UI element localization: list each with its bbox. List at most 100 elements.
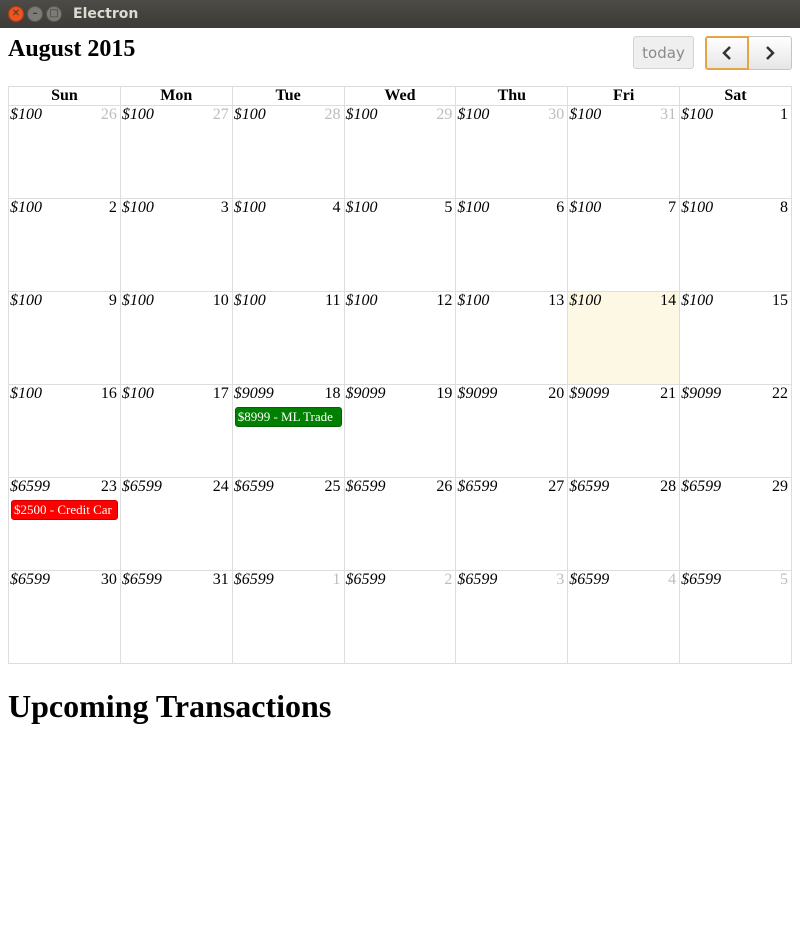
day-cell-header: $6599 23: [9, 478, 120, 498]
calendar-day-cell[interactable]: $100 17: [119, 384, 233, 478]
calendar-day-cell[interactable]: $100 27: [119, 105, 233, 199]
calendar-day-cell[interactable]: $100 29: [343, 105, 457, 199]
calendar-day-cell[interactable]: $6599 31: [119, 570, 233, 664]
calendar-day-cell[interactable]: $6599 26: [343, 477, 457, 571]
weekday-header-row: Sun Mon Tue Wed Thu Fri Sat: [8, 86, 792, 106]
day-balance-amount: $6599: [345, 571, 386, 588]
calendar-day-cell[interactable]: $100 14: [567, 291, 681, 385]
prev-month-button[interactable]: [705, 36, 749, 70]
calendar-day-cell[interactable]: $6599 2: [343, 570, 457, 664]
calendar-day-cell[interactable]: $9099 21: [567, 384, 681, 478]
calendar-day-cell[interactable]: $6599 5: [679, 570, 792, 664]
day-balance-amount: $100: [233, 106, 266, 123]
calendar-day-cell[interactable]: $6599 24: [119, 477, 233, 571]
calendar-day-cell[interactable]: $100 8: [679, 198, 792, 292]
day-number: 11: [325, 292, 341, 309]
day-cell-header: $100 4: [233, 199, 344, 219]
day-number: 1: [780, 106, 788, 123]
day-cell-header: $100 3: [121, 199, 232, 219]
day-cell-header: $6599 28: [568, 478, 679, 498]
day-cell-header: $6599 27: [456, 478, 567, 498]
day-number: 5: [444, 199, 453, 216]
day-cell-header: $100 1: [680, 106, 791, 126]
day-number: 2: [444, 571, 453, 588]
calendar-day-cell[interactable]: $6599 28: [567, 477, 681, 571]
calendar-day-cell[interactable]: $100 12: [343, 291, 457, 385]
calendar-day-cell[interactable]: $100 3: [119, 198, 233, 292]
calendar-day-cell[interactable]: $100 4: [231, 198, 345, 292]
day-cell-header: $6599 4: [568, 571, 679, 591]
calendar-day-cell[interactable]: $9099 19: [343, 384, 457, 478]
day-balance-amount: $100: [457, 106, 490, 123]
day-cell-header: $9099 21: [568, 385, 679, 405]
day-number: 20: [548, 385, 565, 402]
calendar-day-cell[interactable]: $6599 1: [231, 570, 345, 664]
calendar-day-cell[interactable]: $9099 18 $8999 - ML Trade: [231, 384, 345, 478]
day-balance-amount: $6599: [10, 571, 50, 588]
day-balance-amount: $100: [233, 199, 266, 216]
day-cell-header: $6599 24: [121, 478, 232, 498]
day-number: 9: [108, 292, 117, 309]
calendar-day-cell[interactable]: $100 5: [343, 198, 457, 292]
day-number: 23: [100, 478, 117, 495]
day-balance-amount: $100: [681, 106, 714, 123]
day-number: 31: [660, 106, 677, 123]
calendar-event[interactable]: $8999 - ML Trade: [234, 407, 342, 427]
calendar-day-cell[interactable]: $100 1: [679, 105, 792, 199]
calendar-day-cell[interactable]: $100 2: [8, 198, 121, 292]
calendar-day-cell[interactable]: $6599 25: [231, 477, 345, 571]
day-balance-amount: $9099: [345, 385, 386, 402]
calendar-day-cell[interactable]: $100 9: [8, 291, 121, 385]
day-cell-header: $6599 3: [456, 571, 567, 591]
close-window-button[interactable]: ✕: [8, 6, 24, 22]
maximize-window-button[interactable]: □: [46, 6, 62, 22]
calendar-day-cell[interactable]: $6599 27: [455, 477, 569, 571]
calendar-day-cell[interactable]: $100 6: [455, 198, 569, 292]
day-balance-amount: $100: [345, 199, 378, 216]
calendar-day-cell[interactable]: $6599 3: [455, 570, 569, 664]
minimize-window-button[interactable]: –: [27, 6, 43, 22]
minimize-icon: –: [32, 8, 38, 19]
weekday-header: Sat: [679, 86, 792, 106]
calendar-day-cell[interactable]: $6599 29: [679, 477, 792, 571]
month-nav-group: [705, 36, 792, 70]
day-balance-amount: $6599: [681, 478, 722, 495]
calendar-week-row: $6599 23 $2500 - Credit Car $6599 24 $6599 25 $…: [8, 477, 792, 571]
calendar-day-cell[interactable]: $100 10: [119, 291, 233, 385]
calendar-day-cell[interactable]: $6599 30: [8, 570, 121, 664]
calendar-day-cell[interactable]: $6599 23 $2500 - Credit Car: [8, 477, 121, 571]
day-number: 27: [212, 106, 229, 123]
day-number: 5: [780, 571, 788, 588]
day-number: 4: [668, 571, 677, 588]
day-balance-amount: $100: [10, 385, 42, 402]
day-number: 12: [436, 292, 453, 309]
calendar-day-cell[interactable]: $100 13: [455, 291, 569, 385]
weekday-header: Wed: [343, 86, 457, 106]
calendar-day-cell[interactable]: $100 30: [455, 105, 569, 199]
calendar-day-cell[interactable]: $100 26: [8, 105, 121, 199]
window-controls: ✕ – □: [8, 6, 62, 22]
calendar-day-cell[interactable]: $100 28: [231, 105, 345, 199]
day-cell-header: $6599 29: [680, 478, 791, 498]
next-month-button[interactable]: [749, 36, 792, 70]
calendar-day-cell[interactable]: $6599 4: [567, 570, 681, 664]
calendar-day-cell[interactable]: $9099 20: [455, 384, 569, 478]
day-number: 27: [548, 478, 565, 495]
calendar-day-cell[interactable]: $100 15: [679, 291, 792, 385]
calendar-day-cell[interactable]: $100 7: [567, 198, 681, 292]
calendar-week-row: $100 26 $100 27 $100 28 $100 29 $100 30 $100 31 $100…: [8, 105, 792, 199]
day-balance-amount: $6599: [681, 571, 722, 588]
day-cell-header: $100 7: [568, 199, 679, 219]
calendar-day-cell[interactable]: $100 11: [231, 291, 345, 385]
calendar-day-cell[interactable]: $9099 22: [679, 384, 792, 478]
day-cell-header: $6599 1: [233, 571, 344, 591]
day-number: 21: [660, 385, 677, 402]
calendar-day-cell[interactable]: $100 31: [567, 105, 681, 199]
calendar-event[interactable]: $2500 - Credit Car: [11, 500, 118, 520]
chevron-right-icon: [766, 46, 775, 60]
today-button[interactable]: today: [633, 36, 694, 69]
day-balance-amount: $100: [681, 199, 714, 216]
upcoming-transactions-heading: Upcoming Transactions: [8, 688, 332, 724]
calendar-day-cell[interactable]: $100 16: [8, 384, 121, 478]
day-balance-amount: $100: [345, 106, 378, 123]
